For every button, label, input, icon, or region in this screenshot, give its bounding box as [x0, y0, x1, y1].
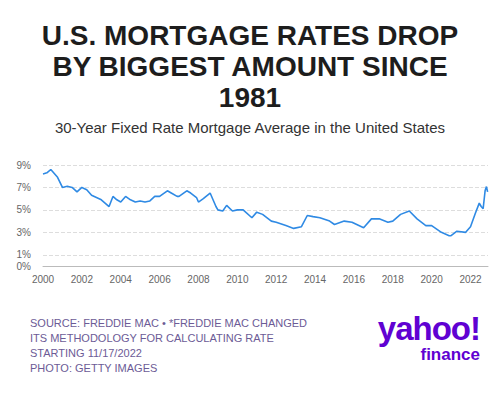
svg-text:3%: 3% — [17, 227, 32, 238]
html-text:SOURCE: FREDDIE MAC • *FREDDIE: SOURCE: FREDDIE MAC • *FREDDIE MAC CHANG… — [30, 317, 307, 329]
svg-text:9%: 9% — [17, 160, 32, 171]
svg-text:2018: 2018 — [382, 274, 405, 285]
svg-text:2008: 2008 — [187, 274, 210, 285]
svg-text:2022: 2022 — [459, 274, 482, 285]
svg-text:5%: 5% — [17, 204, 32, 215]
html-text:finance: finance — [420, 345, 480, 364]
svg-text:2010: 2010 — [226, 274, 249, 285]
svg-text:2004: 2004 — [110, 274, 133, 285]
svg-text:2014: 2014 — [304, 274, 327, 285]
svg-text:2006: 2006 — [148, 274, 171, 285]
svg-text:2016: 2016 — [343, 274, 366, 285]
svg-text:0%: 0% — [17, 261, 32, 272]
html-text:STARTING 11/17/2022: STARTING 11/17/2022 — [30, 347, 142, 359]
html-text:U.S. MORTGAGE RATES DROP BY BI: U.S. MORTGAGE RATES DROP BY BIGGEST AMOU… — [41, 20, 459, 113]
svg-text:7%: 7% — [17, 182, 32, 193]
html-text:30-Year Fixed Rate Mortgage Av: 30-Year Fixed Rate Mortgage Average in t… — [54, 119, 446, 136]
svg-text:2020: 2020 — [421, 274, 444, 285]
html-text:PHOTO: GETTY IMAGES: PHOTO: GETTY IMAGES — [30, 362, 158, 374]
svg-text:2012: 2012 — [265, 274, 288, 285]
svg-text:2000: 2000 — [32, 274, 55, 285]
svg-text:2002: 2002 — [71, 274, 94, 285]
svg-text:1%: 1% — [17, 249, 32, 260]
html-text:ITS METHODOLOGY FOR CALCULATIN: ITS METHODOLOGY FOR CALCULATING RATE — [30, 332, 274, 344]
html-text:yahoo!: yahoo! — [377, 310, 480, 347]
